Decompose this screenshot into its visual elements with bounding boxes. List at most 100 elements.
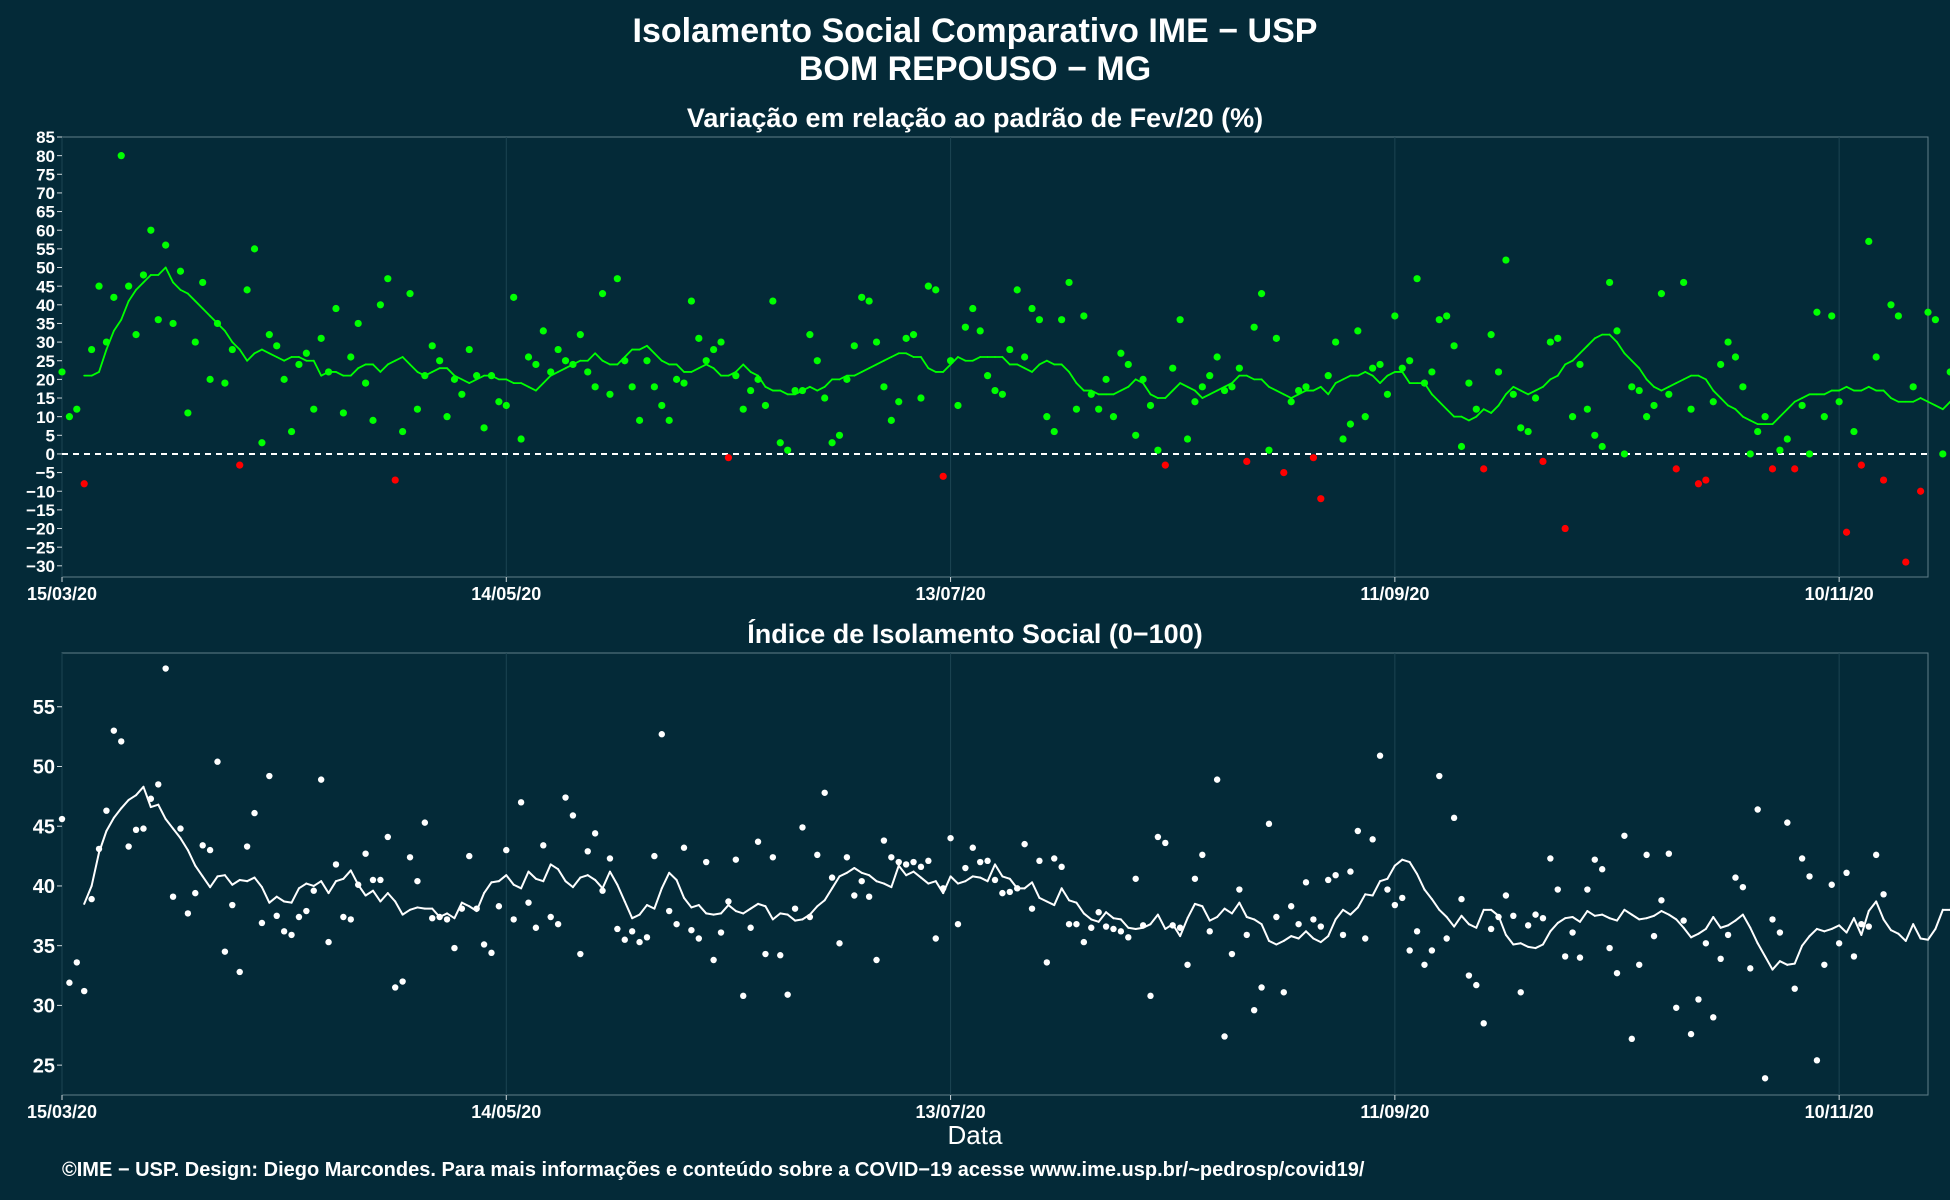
moving-average-segment <box>557 367 567 373</box>
moving-average-segment <box>1038 359 1048 366</box>
data-point <box>547 913 554 921</box>
data-point <box>924 282 932 290</box>
data-point <box>710 345 718 354</box>
data-point <box>1946 368 1950 376</box>
data-point <box>769 854 777 861</box>
data-point <box>710 956 717 964</box>
moving-average-segment <box>446 367 456 377</box>
moving-average-segment <box>1564 359 1574 366</box>
data-point <box>1228 950 1236 958</box>
moving-average-segment <box>179 288 189 295</box>
data-point <box>1680 917 1687 924</box>
data-point <box>651 852 658 860</box>
data-point <box>155 781 162 788</box>
data-point <box>613 275 621 283</box>
x-tick-label: 10/11/20 <box>1805 1102 1874 1122</box>
data-point <box>1413 275 1421 283</box>
moving-average-segment <box>1208 916 1219 922</box>
data-point <box>947 834 954 842</box>
data-point <box>1636 961 1643 968</box>
data-point <box>1650 932 1658 940</box>
moving-average-segment <box>1793 944 1804 965</box>
data-point <box>658 731 665 738</box>
data-point <box>1539 457 1547 466</box>
moving-average-segment <box>327 880 337 895</box>
moving-average-segment <box>1712 389 1722 399</box>
data-point <box>1546 338 1554 346</box>
moving-average-segment <box>468 378 478 385</box>
moving-average-segment <box>527 385 537 392</box>
data-point <box>1835 398 1843 406</box>
moving-average-segment <box>1290 393 1300 399</box>
moving-average-segment <box>120 798 130 810</box>
data-point <box>236 968 243 976</box>
moving-average-segment <box>1371 374 1381 385</box>
data-point <box>517 435 525 443</box>
data-point <box>909 331 918 339</box>
moving-average-segment <box>312 880 323 887</box>
moving-average-segment <box>1060 887 1071 902</box>
moving-average-segment <box>1727 919 1737 927</box>
data-point <box>1732 874 1739 881</box>
data-point <box>1280 989 1287 996</box>
moving-average-segment <box>631 913 641 920</box>
moving-average-segment <box>579 874 589 879</box>
data-point <box>851 892 858 899</box>
data-point <box>776 439 784 447</box>
data-point <box>1820 413 1828 421</box>
data-point <box>858 293 866 301</box>
moving-average-segment <box>1416 873 1426 891</box>
moving-average-segment <box>742 363 752 373</box>
moving-average-segment <box>1245 916 1256 921</box>
data-point <box>673 920 680 928</box>
data-point <box>813 357 821 365</box>
moving-average-segment <box>957 356 967 362</box>
data-point <box>302 349 310 357</box>
moving-average-segment <box>1823 389 1833 396</box>
data-point <box>1813 1057 1821 1064</box>
data-point <box>229 901 236 909</box>
data-point <box>1457 442 1466 451</box>
moving-average-segment <box>216 874 226 878</box>
moving-average-segment <box>1216 385 1226 392</box>
moving-average-segment <box>823 378 833 388</box>
data-point <box>206 375 214 383</box>
data-point <box>1472 405 1480 413</box>
moving-average-segment <box>1460 914 1470 926</box>
data-point <box>1154 446 1162 454</box>
data-point <box>1051 855 1058 862</box>
moving-average-segment <box>475 892 486 913</box>
moving-average-segment <box>1408 861 1419 875</box>
moving-average-segment <box>1334 378 1344 385</box>
moving-average-segment <box>675 878 685 899</box>
moving-average-segment <box>727 904 737 913</box>
moving-average-segment <box>1667 382 1678 388</box>
moving-average-segment <box>1519 942 1530 948</box>
data-point <box>688 926 695 934</box>
data-point <box>1924 308 1932 316</box>
moving-average-segment <box>1179 382 1189 388</box>
moving-average-segment <box>90 851 101 887</box>
moving-average-segment <box>1260 923 1270 942</box>
y-tick-label: 0 <box>46 445 55 464</box>
y-tick-label: 5 <box>46 426 55 445</box>
moving-average-segment <box>912 870 922 879</box>
data-point <box>732 856 740 863</box>
data-point <box>125 843 132 850</box>
data-point <box>310 405 318 413</box>
data-point <box>1798 855 1806 862</box>
moving-average-segment <box>142 785 152 809</box>
data-point <box>954 401 962 410</box>
moving-average-segment <box>845 867 856 874</box>
data-point <box>762 950 769 958</box>
moving-average-segment <box>260 886 271 904</box>
moving-average-segment <box>1401 858 1411 864</box>
data-point <box>1310 916 1317 923</box>
moving-average-segment <box>608 870 619 886</box>
moving-average-segment <box>727 371 737 377</box>
data-point <box>1346 420 1355 428</box>
moving-average-segment <box>409 363 419 373</box>
moving-average-segment <box>1201 393 1211 399</box>
moving-average-segment <box>1208 389 1219 396</box>
y-tick-label: 30 <box>36 333 55 352</box>
